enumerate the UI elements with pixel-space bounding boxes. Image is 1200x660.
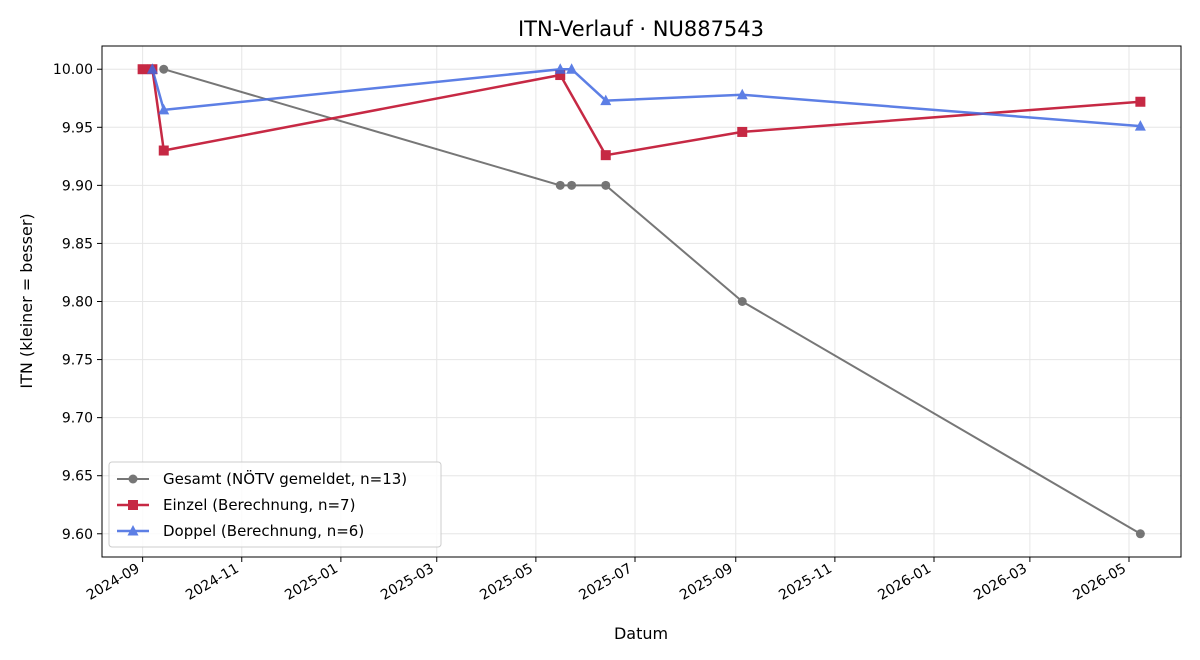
series-triangle xyxy=(146,63,1146,131)
data-point xyxy=(146,63,158,74)
x-axis: 2024-09 2024-11 2025-01 2025-03 2025-05 2025-… xyxy=(84,557,1130,604)
x-tick-label: 2026-05 xyxy=(1070,561,1129,604)
y-axis-label: ITN (kleiner = besser) xyxy=(17,213,36,388)
data-point xyxy=(158,103,170,115)
legend-swatch xyxy=(117,500,149,510)
data-point xyxy=(158,145,169,156)
series-line xyxy=(151,67,1141,128)
data-point xyxy=(555,180,565,190)
data-point xyxy=(601,180,611,190)
x-tick-label: 2025-09 xyxy=(677,561,736,604)
y-tick-label: 9.75 xyxy=(62,353,93,369)
data-point xyxy=(555,70,566,81)
legend: Gesamt (NÖTV gemeldet, n=13) Einzel (Bere… xyxy=(108,461,442,548)
legend-swatch xyxy=(117,525,149,536)
data-point xyxy=(1135,529,1145,539)
series-line xyxy=(163,68,1141,535)
data-point xyxy=(137,64,148,75)
y-tick-label: 10.00 xyxy=(53,62,93,78)
series-line xyxy=(142,67,1141,157)
data-point xyxy=(1135,96,1146,107)
legend-marker xyxy=(127,525,139,536)
legend-swatch xyxy=(117,474,149,484)
legend-entry: Doppel (Berechnung, n=6) xyxy=(163,522,364,540)
y-tick-label: 9.80 xyxy=(62,295,93,311)
x-tick-label: 2025-07 xyxy=(576,561,635,604)
legend-frame xyxy=(108,461,442,548)
legend-entry: Gesamt (NÖTV gemeldet, n=13) xyxy=(163,469,407,488)
legend-marker xyxy=(128,474,138,484)
legend-marker xyxy=(128,500,138,510)
x-tick-label: 2025-01 xyxy=(282,561,341,604)
data-point xyxy=(600,94,612,106)
data-point xyxy=(566,63,578,74)
data-point xyxy=(600,150,611,161)
x-tick-label: 2025-03 xyxy=(378,561,437,604)
y-tick-label: 9.85 xyxy=(62,236,93,252)
data-point xyxy=(737,126,748,137)
x-tick-label: 2024-11 xyxy=(183,561,242,604)
x-tick-label: 2026-03 xyxy=(971,561,1030,604)
y-axis: 9.60 9.65 9.70 9.75 9.80 9.85 9.90 9.95 10.00 xyxy=(53,62,102,543)
series-layer xyxy=(137,63,1146,539)
chart-title: ITN-Verlauf · NU887543 xyxy=(518,17,764,41)
y-tick-label: 9.70 xyxy=(62,411,93,427)
series-square xyxy=(137,64,1146,161)
y-tick-label: 9.95 xyxy=(62,120,93,136)
data-point xyxy=(567,180,577,190)
x-tick-label: 2026-01 xyxy=(875,561,934,604)
x-tick-label: 2024-09 xyxy=(84,561,143,604)
data-point xyxy=(554,63,566,74)
data-point xyxy=(737,297,747,306)
data-point xyxy=(159,64,169,74)
x-tick-label: 2025-11 xyxy=(776,561,835,604)
legend-entry: Einzel (Berechnung, n=7) xyxy=(163,496,355,514)
x-axis-label: Datum xyxy=(614,624,668,643)
data-point xyxy=(1134,120,1146,131)
y-tick-label: 9.90 xyxy=(62,178,93,194)
y-tick-label: 9.60 xyxy=(62,527,93,543)
data-point xyxy=(736,88,748,100)
y-tick-label: 9.65 xyxy=(62,469,93,485)
x-tick-label: 2025-05 xyxy=(477,561,536,604)
series-circle xyxy=(159,64,1145,539)
